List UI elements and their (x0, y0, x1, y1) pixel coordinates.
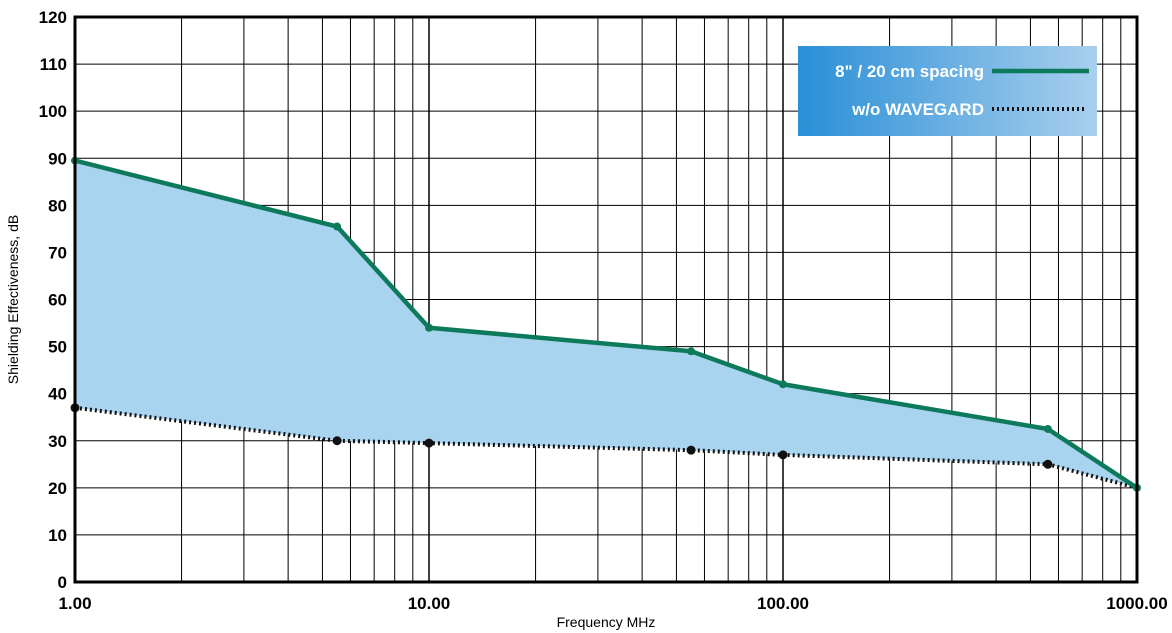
point-spacing (425, 323, 433, 332)
point-spacing (333, 222, 342, 231)
legend-label-spacing: 8" / 20 cm spacing (835, 62, 984, 81)
point-without-wavegard (332, 436, 342, 446)
point-without-wavegard (424, 438, 434, 448)
y-tick-label: 120 (39, 8, 67, 27)
point-without-wavegard (1043, 459, 1053, 469)
x-tick-label: 1.00 (58, 594, 91, 613)
y-tick-label: 80 (48, 196, 67, 215)
y-tick-label: 60 (48, 291, 67, 310)
y-tick-label: 0 (58, 573, 67, 592)
y-tick-label: 100 (39, 102, 67, 121)
point-without-wavegard (686, 445, 696, 455)
shielded-difference-area (75, 160, 1137, 488)
x-tick-label: 1000.00 (1106, 594, 1167, 613)
series-lines (70, 156, 1141, 492)
legend-box (798, 46, 1097, 136)
y-tick-label: 50 (48, 338, 67, 357)
x-tick-label: 10.00 (408, 594, 451, 613)
plot-frame (73, 15, 1139, 584)
x-axis-label: Frequency MHz (557, 614, 656, 630)
legend: 8" / 20 cm spacing w/o WAVEGARD (798, 46, 1097, 136)
y-tick-label: 110 (40, 55, 67, 74)
y-axis-label: Shielding Effectiveness, dB (5, 215, 21, 384)
y-tick-label: 70 (48, 243, 67, 262)
y-tick-label: 40 (48, 385, 67, 404)
x-tick-labels: 1.00 10.00 100.00 1000.00 (58, 594, 1167, 613)
y-tick-label: 30 (48, 432, 67, 451)
x-tick-label: 100.00 (757, 594, 809, 613)
point-spacing (1043, 424, 1052, 433)
legend-label-without-wavegard: w/o WAVEGARD (851, 100, 984, 119)
point-without-wavegard (778, 450, 788, 460)
y-tick-label: 90 (48, 149, 67, 168)
y-tick-label: 10 (48, 526, 67, 545)
point-spacing (687, 347, 696, 356)
y-tick-label: 20 (48, 479, 67, 498)
point-spacing (779, 380, 787, 389)
y-tick-labels: 0 10 20 30 40 50 60 70 80 90 100 110 120 (39, 8, 67, 592)
